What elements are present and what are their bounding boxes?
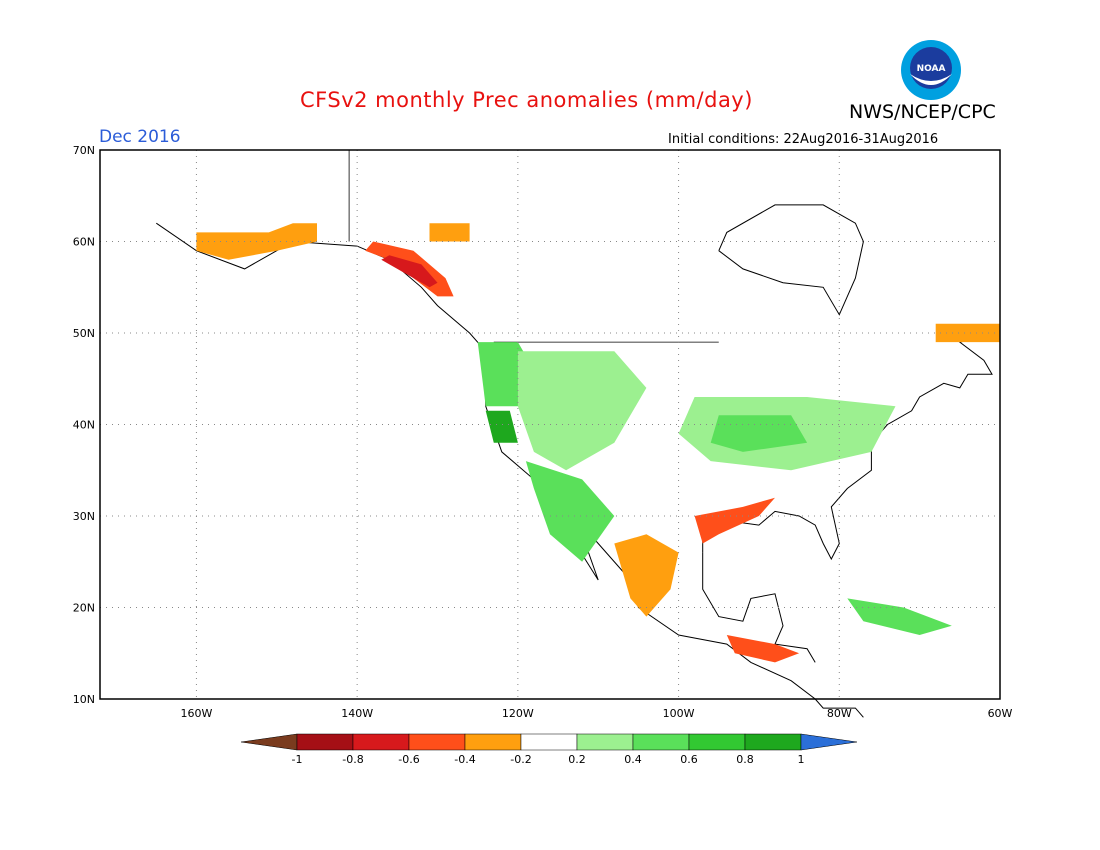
forecast-period: Dec 2016 xyxy=(99,127,181,147)
colorbar-segment xyxy=(296,733,354,751)
initial-conditions: Initial conditions: 22Aug2016-31Aug2016 xyxy=(668,132,939,147)
anomaly-region-great-lakes-core-wet xyxy=(710,415,808,452)
colorbar-tick-label: -1 xyxy=(292,753,303,766)
lon-tick-label: 120W xyxy=(502,707,534,720)
anomaly-region-bc-coast-dry xyxy=(381,255,438,288)
colorbar-segment xyxy=(408,733,466,751)
lat-tick-label: 70N xyxy=(73,144,95,157)
anomaly-region-labrador-orange xyxy=(935,323,1000,343)
lon-tick-label: 100W xyxy=(663,707,695,720)
lat-tick-label: 20N xyxy=(73,602,95,615)
colorbar-tick-label: 0.6 xyxy=(680,753,698,766)
anomaly-region-southwest-baja-wet xyxy=(525,461,615,562)
colorbar-tick-label: 0.8 xyxy=(736,753,754,766)
map-title: CFSv2 monthly Prec anomalies (mm/day) xyxy=(300,88,753,112)
hudson-bay-coastline xyxy=(718,204,864,316)
colorbar-segment xyxy=(352,733,410,751)
colorbar-segment xyxy=(576,733,634,751)
colorbar-tick-label: 0.4 xyxy=(624,753,642,766)
colorbar-tick-label: -0.4 xyxy=(454,753,475,766)
colorbar-segment xyxy=(632,733,690,751)
lat-tick-label: 30N xyxy=(73,510,95,523)
colorbar-tick-label: -0.2 xyxy=(510,753,531,766)
colorbar-segment xyxy=(744,733,802,751)
colorbar-segment xyxy=(520,733,578,751)
lat-tick-label: 60N xyxy=(73,236,95,249)
colorbar-tick-label: -0.8 xyxy=(342,753,363,766)
colorbar-tick-label: -0.6 xyxy=(398,753,419,766)
lat-tick-label: 10N xyxy=(73,693,95,706)
atlantic-coastline xyxy=(702,332,1001,561)
lat-tick-label: 50N xyxy=(73,327,95,340)
anomaly-region-northern-california-wet xyxy=(485,410,518,443)
anomaly-region-mexico-pacific-dry xyxy=(614,534,679,617)
anomaly-region-intermountain-wet xyxy=(517,351,647,471)
lat-tick-label: 40N xyxy=(73,419,95,432)
lon-tick-label: 60W xyxy=(988,707,1013,720)
lon-tick-label: 160W xyxy=(180,707,212,720)
lon-tick-label: 140W xyxy=(341,707,373,720)
noaa-logo: NOAA xyxy=(893,38,969,106)
colorbar-tick-label: 0.2 xyxy=(568,753,586,766)
logo-text: NOAA xyxy=(917,64,946,74)
anomaly-region-central-america-dry xyxy=(726,635,800,663)
gulf-mexico-coastline xyxy=(702,552,816,663)
anomaly-region-gulf-coast-dry xyxy=(694,497,775,544)
map-frame xyxy=(99,149,1001,700)
agency-label: NWS/NCEP/CPC xyxy=(849,101,996,123)
lon-tick-label: 80W xyxy=(827,707,852,720)
anomaly-region-caribbean-wet xyxy=(847,598,952,635)
colorbar-low-arrow xyxy=(240,733,298,751)
colorbar-tick-label: 1 xyxy=(798,753,805,766)
colorbar-high-arrow xyxy=(800,733,858,751)
anomaly-region-northern-bc-orange xyxy=(429,223,470,242)
colorbar-segment xyxy=(688,733,746,751)
colorbar-segment xyxy=(464,733,522,751)
